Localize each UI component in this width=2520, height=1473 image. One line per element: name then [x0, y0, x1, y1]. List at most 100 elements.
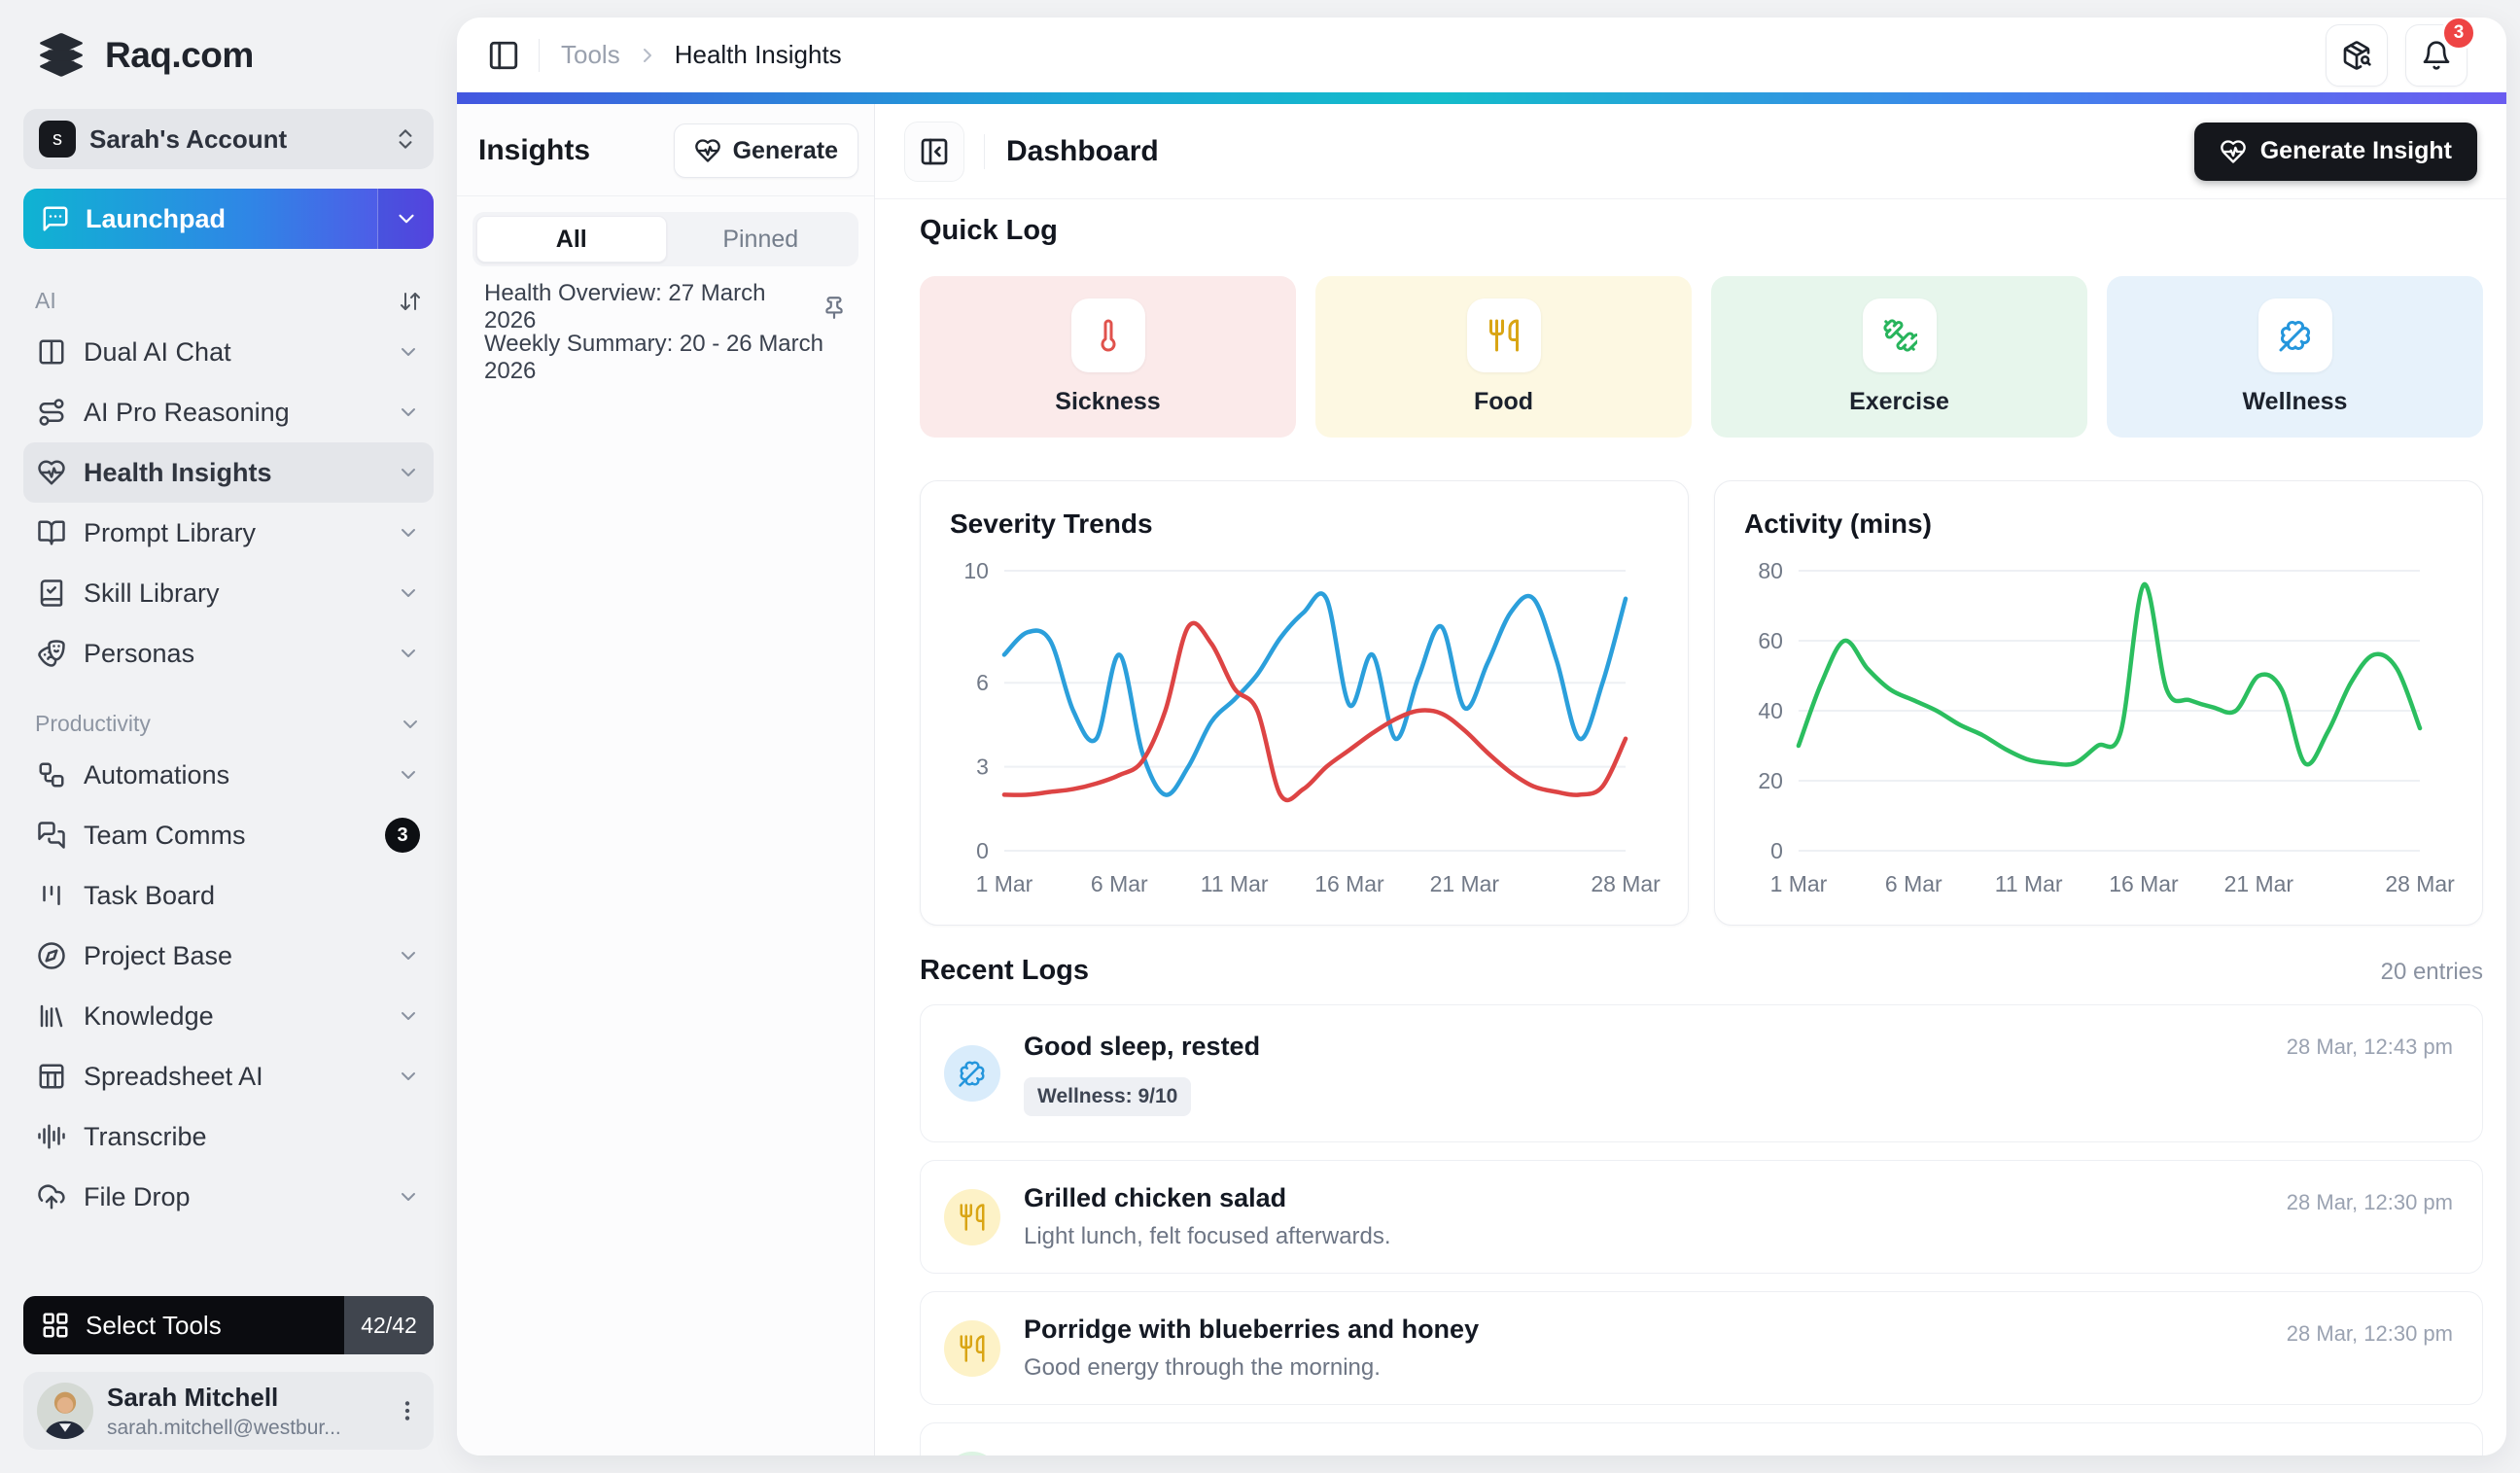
- panel-collapse-button[interactable]: [904, 122, 964, 182]
- generate-button-label: Generate: [733, 137, 838, 165]
- charts-row: Severity Trends 036101 Mar6 Mar11 Mar16 …: [920, 480, 2483, 926]
- sidebar-item-ai-pro-reasoning[interactable]: AI Pro Reasoning: [23, 382, 434, 442]
- sidebar-item-label: Project Base: [84, 941, 232, 971]
- page-title: Dashboard: [1006, 135, 1159, 168]
- select-tools-button[interactable]: Select Tools 42/42: [23, 1296, 434, 1354]
- generate-insight-button[interactable]: Generate Insight: [2194, 123, 2477, 181]
- log-title: Porridge with blueberries and honey: [1024, 1315, 2263, 1345]
- sidebar-item-label: Task Board: [84, 881, 215, 911]
- chart-title: Activity (mins): [1744, 509, 2453, 540]
- log-row-food[interactable]: Grilled chicken salad Light lunch, felt …: [920, 1160, 2483, 1274]
- divider: [984, 134, 985, 169]
- layout-grid-icon: [41, 1311, 70, 1340]
- sort-arrows-icon[interactable]: [399, 290, 422, 313]
- launchpad-button[interactable]: Launchpad: [23, 189, 434, 249]
- entries-count: 20 entries: [2381, 959, 2483, 986]
- breadcrumb-tools[interactable]: Tools: [561, 40, 620, 70]
- table-icon: [37, 1062, 66, 1091]
- sidebar-item-task-board[interactable]: Task Board: [23, 865, 434, 926]
- notifications-button[interactable]: 3: [2405, 24, 2468, 87]
- launchpad-label: Launchpad: [86, 204, 226, 234]
- insight-list-item[interactable]: Health Overview: 27 March 2026: [472, 282, 858, 333]
- svg-text:1 Mar: 1 Mar: [976, 871, 1033, 896]
- sidebar-item-label: Transcribe: [84, 1122, 207, 1152]
- sidebar-section-productivity[interactable]: Productivity: [35, 711, 422, 737]
- severity-trends-chart: 036101 Mar6 Mar11 Mar16 Mar21 Mar28 Mar: [950, 551, 1659, 901]
- tab-pinned[interactable]: Pinned: [667, 216, 856, 263]
- sidebar-item-file-drop[interactable]: File Drop: [23, 1167, 434, 1227]
- productivity-section-label: Productivity: [35, 711, 151, 737]
- sidebar-item-project-base[interactable]: Project Base: [23, 926, 434, 986]
- svg-text:1 Mar: 1 Mar: [1770, 871, 1828, 896]
- generate-insight-side-button[interactable]: Generate: [674, 123, 858, 178]
- launchpad-expand-button[interactable]: [377, 189, 434, 249]
- log-row-food[interactable]: Porridge with blueberries and honey Good…: [920, 1291, 2483, 1405]
- chevron-down-icon: [397, 944, 420, 967]
- kanban-icon: [37, 881, 66, 910]
- chevron-down-icon: [397, 581, 420, 605]
- user-name: Sarah Mitchell: [107, 1383, 341, 1413]
- chevron-down-icon: [397, 1065, 420, 1088]
- quick-log-exercise-card[interactable]: Exercise: [1711, 276, 2087, 438]
- sidebar-item-automations[interactable]: Automations: [23, 745, 434, 805]
- dashboard-scroll-area[interactable]: Quick Log Sickness Food: [875, 199, 2506, 1455]
- insight-list-item[interactable]: Weekly Summary: 20 - 26 March 2026: [472, 333, 858, 383]
- quick-log-card-label: Sickness: [1055, 388, 1160, 416]
- log-row-exercise-partial[interactable]: Morning: [920, 1422, 2483, 1455]
- sidebar-item-label: Personas: [84, 639, 194, 669]
- chevron-down-icon: [397, 1004, 420, 1028]
- heart-pulse-icon: [2220, 138, 2247, 165]
- library-icon: [37, 1001, 66, 1031]
- svg-text:3: 3: [976, 754, 989, 780]
- log-row-wellness[interactable]: Good sleep, rested Wellness: 9/10 28 Mar…: [920, 1004, 2483, 1142]
- sidebar-item-team-comms[interactable]: Team Comms 3: [23, 805, 434, 865]
- sidebar-item-skill-library[interactable]: Skill Library: [23, 563, 434, 623]
- sidebar-item-knowledge[interactable]: Knowledge: [23, 986, 434, 1046]
- sidebar-item-prompt-library[interactable]: Prompt Library: [23, 503, 434, 563]
- chevron-down-icon: [397, 340, 420, 364]
- svg-text:11 Mar: 11 Mar: [1995, 871, 2063, 896]
- book-open-icon: [37, 518, 66, 547]
- wellness-score-badge: Wellness: 9/10: [1024, 1077, 1191, 1116]
- messages-icon: [37, 821, 66, 850]
- sidebar-item-label: File Drop: [84, 1182, 191, 1212]
- quick-log-card-label: Food: [1474, 388, 1533, 416]
- thermometer-icon: [1071, 298, 1145, 372]
- account-switcher[interactable]: s Sarah's Account: [23, 109, 434, 169]
- sidebar-item-health-insights[interactable]: Health Insights: [23, 442, 434, 503]
- svg-text:40: 40: [1758, 698, 1783, 723]
- utensils-icon: [1467, 298, 1541, 372]
- compass-icon: [37, 941, 66, 970]
- route-icon: [37, 398, 66, 427]
- quick-log-wellness-card[interactable]: Wellness: [2107, 276, 2483, 438]
- quick-log-food-card[interactable]: Food: [1315, 276, 1692, 438]
- tab-all[interactable]: All: [476, 216, 667, 263]
- svg-text:21 Mar: 21 Mar: [2224, 871, 2294, 896]
- user-menu[interactable]: Sarah Mitchell sarah.mitchell@westbur...: [23, 1372, 434, 1450]
- avatar: [37, 1383, 93, 1439]
- svg-text:16 Mar: 16 Mar: [1314, 871, 1384, 896]
- chevron-down-icon: [397, 461, 420, 484]
- sidebar-toggle-icon[interactable]: [482, 34, 525, 77]
- sidebar-item-personas[interactable]: Personas: [23, 623, 434, 684]
- sidebar-item-dual-ai-chat[interactable]: Dual AI Chat: [23, 322, 434, 382]
- notification-count-badge: 3: [2441, 18, 2476, 51]
- svg-text:6: 6: [976, 670, 989, 695]
- heart-pulse-icon: [694, 137, 721, 164]
- sidebar-item-transcribe[interactable]: Transcribe: [23, 1106, 434, 1167]
- quick-log-sickness-card[interactable]: Sickness: [920, 276, 1296, 438]
- chevron-down-icon: [397, 1185, 420, 1209]
- pin-icon[interactable]: [822, 295, 847, 320]
- top-bar: Tools Health Insights 3: [457, 18, 2506, 92]
- dumbbell-icon: [944, 1452, 1000, 1456]
- package-search-button[interactable]: [2326, 24, 2388, 87]
- select-tools-label: Select Tools: [86, 1311, 222, 1341]
- sidebar-item-label: AI Pro Reasoning: [84, 398, 290, 428]
- svg-text:21 Mar: 21 Mar: [1430, 871, 1500, 896]
- sidebar-item-spreadsheet-ai[interactable]: Spreadsheet AI: [23, 1046, 434, 1106]
- dumbbell-icon: [1863, 298, 1937, 372]
- svg-text:6 Mar: 6 Mar: [1091, 871, 1148, 896]
- utensils-icon: [944, 1320, 1000, 1377]
- more-vertical-icon[interactable]: [395, 1398, 420, 1423]
- app-logo[interactable]: Raq.com: [23, 25, 434, 86]
